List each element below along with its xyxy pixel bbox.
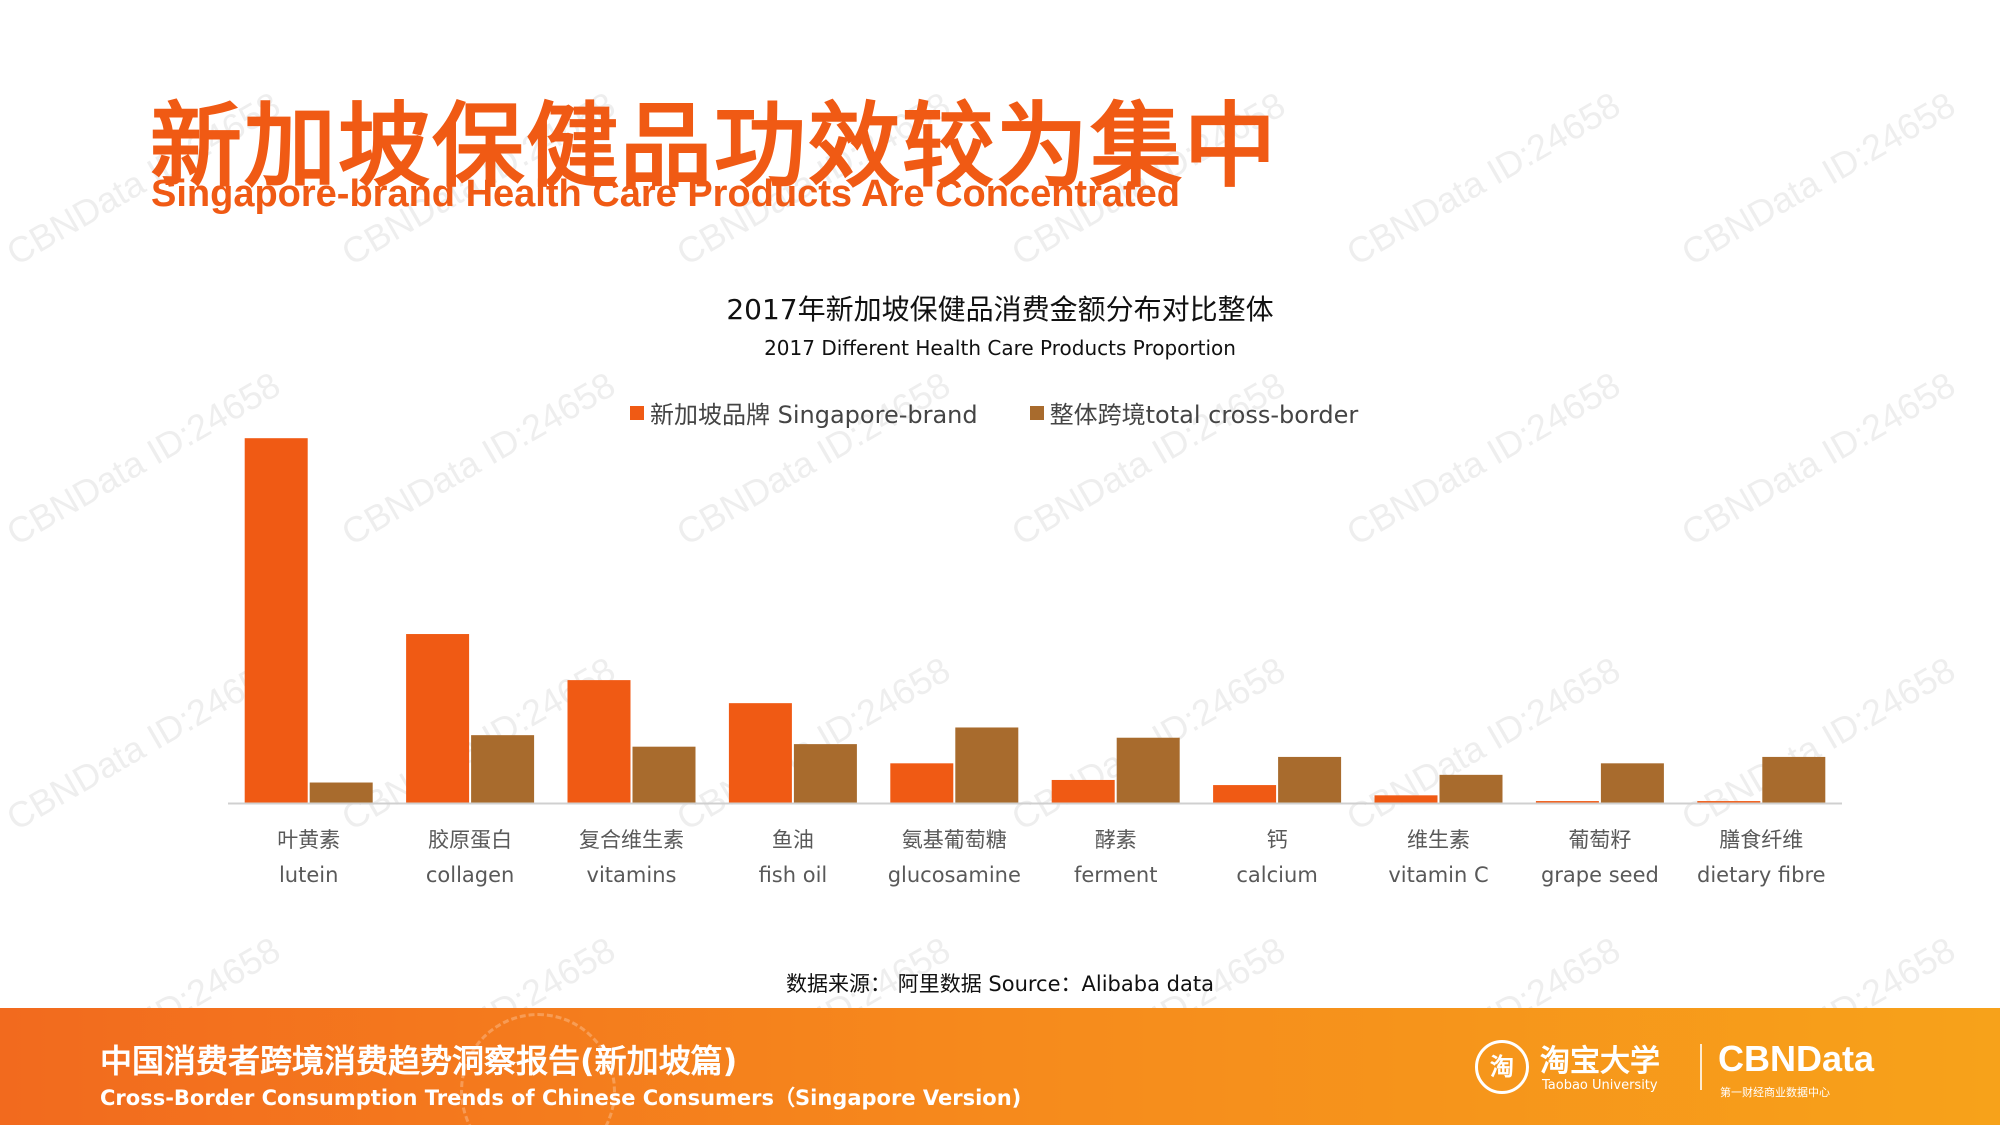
category-label-en: vitamin C: [1388, 863, 1488, 887]
legend-item-crossborder: 整体跨境total cross-border: [1029, 395, 1359, 430]
category-label-cn: 膳食纤维: [1719, 828, 1803, 852]
category-label-en: vitamins: [587, 863, 677, 887]
bar-crossborder-ferment: [1116, 737, 1180, 803]
taobao-university-name: 淘宝大学: [1540, 1044, 1660, 1079]
bar-singapore-grape-seed: [1535, 801, 1599, 803]
category-label-cn: 胶原蛋白: [428, 828, 512, 852]
logo-divider: [1700, 1044, 1702, 1090]
page-title: 新加坡保健品功效较为集中: [150, 93, 1279, 200]
bar-crossborder-calcium: [1278, 756, 1342, 803]
taobao-university-en: Taobao University: [1542, 1078, 1658, 1093]
category-label-cn: 鱼油: [772, 828, 814, 852]
bar-singapore-ferment: [1051, 779, 1115, 803]
bar-singapore-glucosamine: [890, 763, 954, 803]
footer-banner: 中国消费者跨境消费趋势洞察报告(新加坡篇) Cross-Border Consu…: [0, 1008, 2000, 1125]
category-label-cn: 复合维生素: [579, 828, 684, 852]
bar-crossborder-dietary-fibre: [1762, 756, 1826, 803]
category-label-en: glucosamine: [888, 863, 1021, 887]
bar-crossborder-fish-oil: [793, 744, 857, 803]
data-source: 数据来源： 阿里数据 Source：Alibaba data: [786, 972, 1214, 996]
taobao-logo-icon: 淘: [1475, 1040, 1529, 1094]
bar-singapore-dietary-fibre: [1697, 801, 1761, 803]
category-label-cn: 酵素: [1095, 828, 1137, 852]
chart-legend: 新加坡品牌 Singapore-brand 整体跨境total cross-bo…: [630, 395, 1358, 430]
category-label-cn: 维生素: [1407, 828, 1470, 852]
bar-singapore-calcium: [1213, 785, 1277, 803]
bar-crossborder-lutein: [309, 782, 373, 803]
category-label-cn: 叶黄素: [277, 828, 340, 852]
legend-swatch-singapore: [630, 405, 644, 420]
category-label-en: collagen: [426, 863, 515, 887]
category-label-en: fish oil: [759, 863, 828, 887]
bar-singapore-collagen: [406, 634, 470, 803]
cbndata-tagline: 第一财经商业数据中心: [1720, 1086, 1830, 1099]
chart-subtitle: 2017 Different Health Care Products Prop…: [764, 336, 1236, 360]
category-label-en: calcium: [1236, 863, 1317, 887]
bar-crossborder-vitamin-C: [1439, 774, 1503, 803]
legend-label-crossborder: 整体跨境total cross-border: [1049, 401, 1359, 429]
legend-label-singapore: 新加坡品牌 Singapore-brand: [650, 401, 978, 429]
bar-singapore-vitamin-C: [1374, 795, 1438, 803]
bar-crossborder-collagen: [471, 735, 535, 803]
cbndata-logo: CBNData: [1718, 1038, 1875, 1079]
category-label-en: grape seed: [1541, 863, 1659, 887]
bar-singapore-fish-oil: [728, 703, 792, 803]
category-label-en: dietary fibre: [1697, 863, 1826, 887]
legend-swatch-crossborder: [1029, 405, 1044, 420]
report-title: 中国消费者跨境消费趋势洞察报告(新加坡篇): [100, 1042, 738, 1080]
category-label-cn: 葡萄籽: [1568, 828, 1631, 852]
bar-crossborder-vitamins: [632, 746, 696, 803]
category-label-en: lutein: [279, 863, 338, 887]
report-subtitle: Cross-Border Consumption Trends of Chine…: [100, 1086, 1022, 1110]
bar-singapore-vitamins: [567, 680, 631, 803]
category-label-en: ferment: [1074, 863, 1158, 887]
legend-item-singapore: 新加坡品牌 Singapore-brand: [630, 395, 978, 430]
page-subtitle: Singapore-brand Health Care Products Are…: [151, 173, 1181, 215]
category-label-cn: 钙: [1267, 828, 1288, 852]
category-label-cn: 氨基葡萄糖: [902, 828, 1007, 852]
bar-crossborder-grape-seed: [1600, 763, 1664, 803]
bar-crossborder-glucosamine: [955, 727, 1019, 803]
chart-title: 2017年新加坡保健品消费金额分布对比整体: [726, 293, 1274, 326]
bar-singapore-lutein: [244, 438, 308, 803]
